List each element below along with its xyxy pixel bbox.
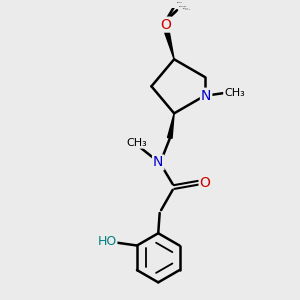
Text: methoxy: methoxy bbox=[183, 8, 189, 9]
Text: methoxy: methoxy bbox=[176, 2, 183, 3]
Text: CH₃: CH₃ bbox=[224, 88, 245, 98]
Text: HO: HO bbox=[98, 235, 117, 248]
Text: O: O bbox=[160, 18, 171, 32]
Text: methoxy: methoxy bbox=[185, 9, 191, 10]
Text: O: O bbox=[200, 176, 211, 190]
Text: OCH₃: OCH₃ bbox=[184, 6, 188, 7]
Text: methoxy: methoxy bbox=[178, 5, 185, 7]
Text: N: N bbox=[153, 155, 164, 170]
Text: N: N bbox=[201, 89, 211, 103]
Polygon shape bbox=[165, 31, 174, 59]
Text: CH₃: CH₃ bbox=[127, 138, 148, 148]
Polygon shape bbox=[167, 113, 174, 138]
